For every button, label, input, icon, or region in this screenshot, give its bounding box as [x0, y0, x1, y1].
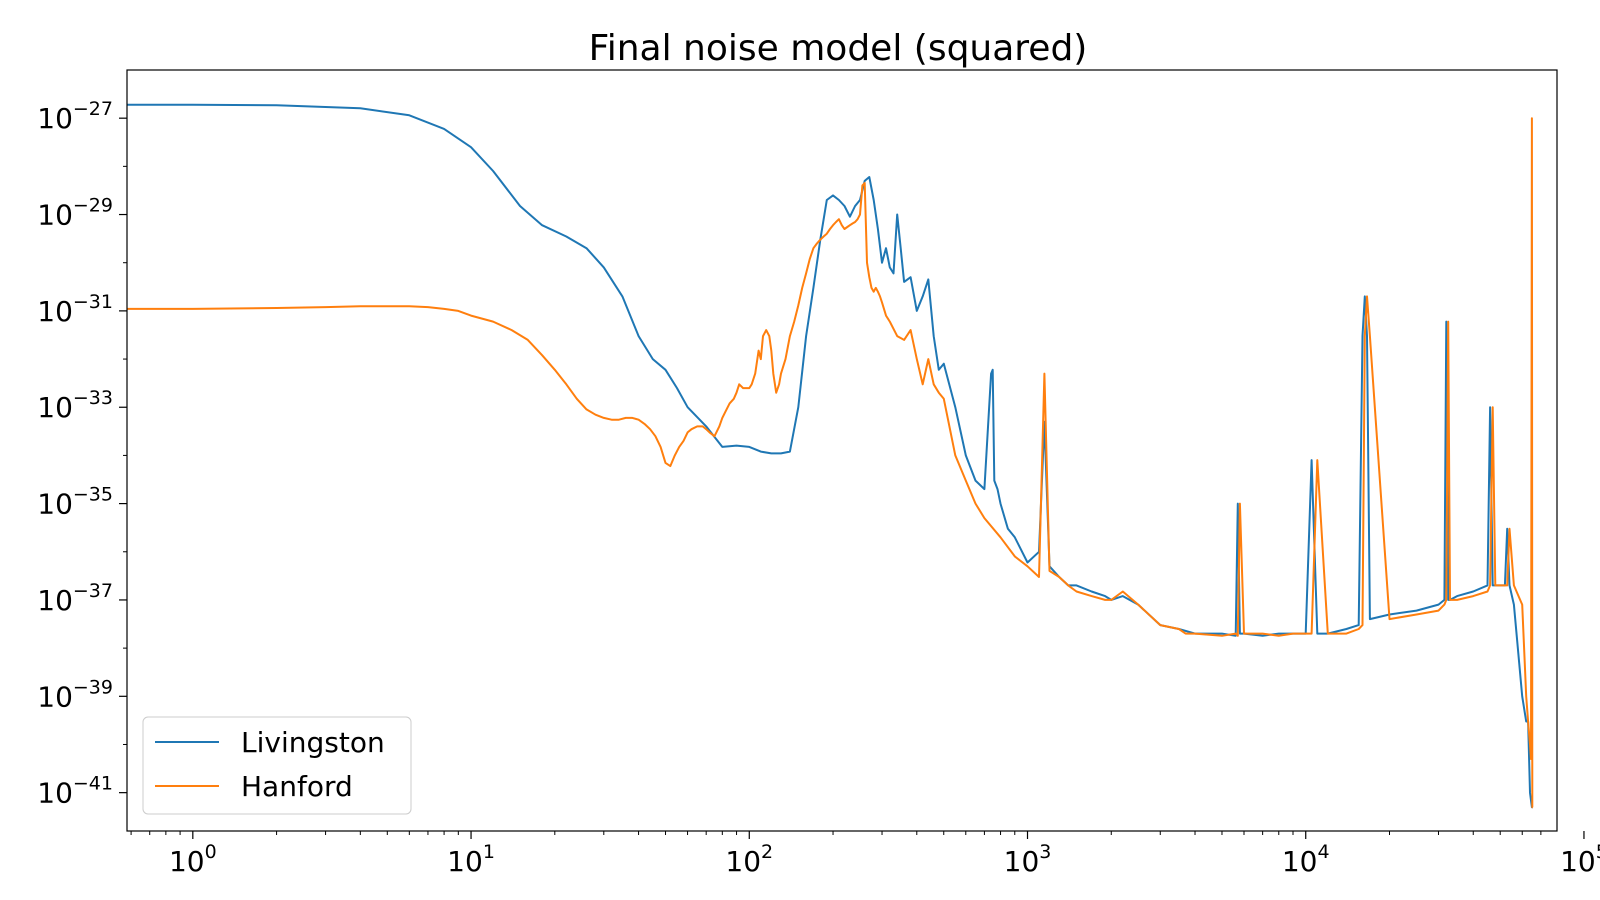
legend-label-hanford: Hanford: [241, 770, 353, 803]
y-axis: 10−27 10−29 10−31 10−33 10−35 10−37 10−39 10−41: [37, 98, 127, 810]
y-tick-label: 10−31: [37, 291, 113, 328]
x-tick-label: 100: [169, 841, 217, 878]
series-layer: [127, 103, 1534, 809]
legend: Livingston Hanford: [142, 716, 412, 815]
y-tick-label: 10−33: [37, 387, 113, 424]
y-tick-label: 10−29: [37, 195, 113, 232]
series-line-hanford: [127, 117, 1534, 809]
x-tick-label: 104: [1282, 841, 1330, 878]
y-tick-label: 10−39: [37, 676, 113, 713]
legend-label-livingston: Livingston: [241, 726, 385, 759]
y-tick-label: 10−37: [37, 580, 113, 617]
chart-title: Final noise model (squared): [589, 28, 1088, 69]
x-tick-label: 101: [447, 841, 495, 878]
y-tick-label: 10−41: [37, 773, 113, 810]
x-axis: 100 101 102 103 104 105: [130, 831, 1600, 878]
y-tick-label: 10−27: [37, 98, 113, 135]
x-tick-label: 102: [725, 841, 773, 878]
plot-frame: [126, 69, 1558, 832]
y-tick-label: 10−35: [37, 484, 113, 521]
series-line-livingston: [127, 103, 1533, 809]
x-tick-label: 105: [1560, 841, 1600, 878]
x-tick-label: 103: [1004, 841, 1052, 878]
plot-area: [127, 70, 1557, 831]
